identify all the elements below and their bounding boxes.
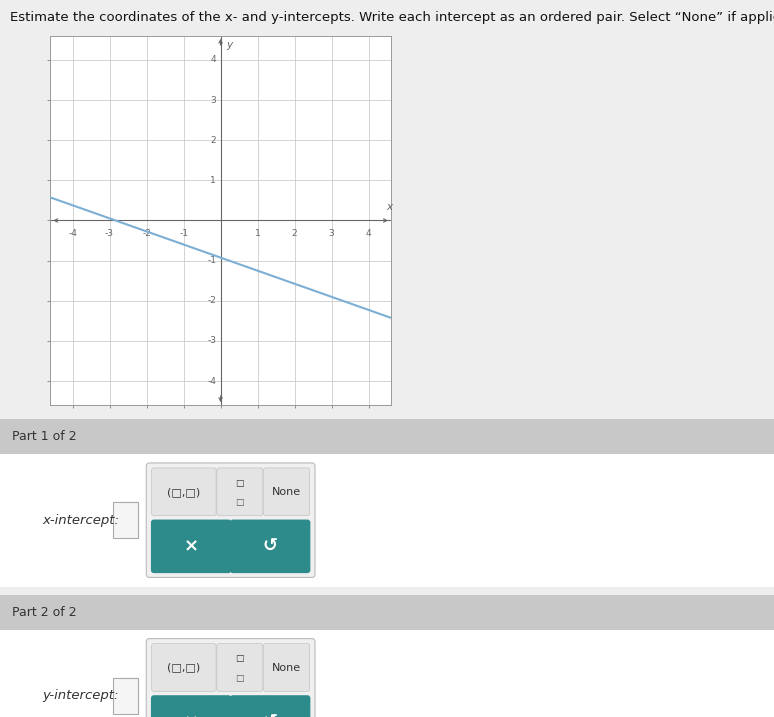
Text: 3: 3 [329, 229, 334, 238]
Text: ×: × [183, 713, 199, 717]
Text: □: □ [235, 655, 244, 663]
Text: ×: × [183, 537, 199, 556]
Text: □: □ [235, 674, 244, 683]
Text: 3: 3 [211, 95, 216, 105]
Text: □: □ [235, 479, 244, 488]
Text: -3: -3 [105, 229, 114, 238]
Text: -4: -4 [207, 376, 216, 386]
Text: x: x [386, 201, 392, 212]
Text: 1: 1 [255, 229, 261, 238]
Text: -4: -4 [68, 229, 77, 238]
Text: Estimate the coordinates of the x- and y-intercepts. Write each intercept as an : Estimate the coordinates of the x- and y… [10, 11, 774, 24]
Text: None: None [272, 663, 301, 673]
Text: 1: 1 [211, 176, 216, 185]
Text: Part 2 of 2: Part 2 of 2 [12, 606, 77, 619]
Text: -2: -2 [142, 229, 151, 238]
Text: (□,□): (□,□) [167, 487, 200, 497]
Text: None: None [272, 487, 301, 497]
Text: 2: 2 [292, 229, 297, 238]
Text: ↺: ↺ [262, 537, 278, 556]
Text: -2: -2 [207, 296, 216, 305]
Text: y: y [226, 40, 232, 50]
Text: 4: 4 [211, 55, 216, 65]
Text: 2: 2 [211, 136, 216, 145]
Text: ↺: ↺ [262, 713, 278, 717]
Text: Part 1 of 2: Part 1 of 2 [12, 430, 77, 443]
Text: 4: 4 [366, 229, 372, 238]
Text: -1: -1 [207, 256, 216, 265]
Text: -3: -3 [207, 336, 216, 346]
Text: y-intercept:: y-intercept: [43, 689, 119, 703]
Text: x-intercept:: x-intercept: [43, 513, 119, 527]
Text: -1: -1 [179, 229, 188, 238]
Text: □: □ [235, 498, 244, 507]
Text: (□,□): (□,□) [167, 663, 200, 673]
